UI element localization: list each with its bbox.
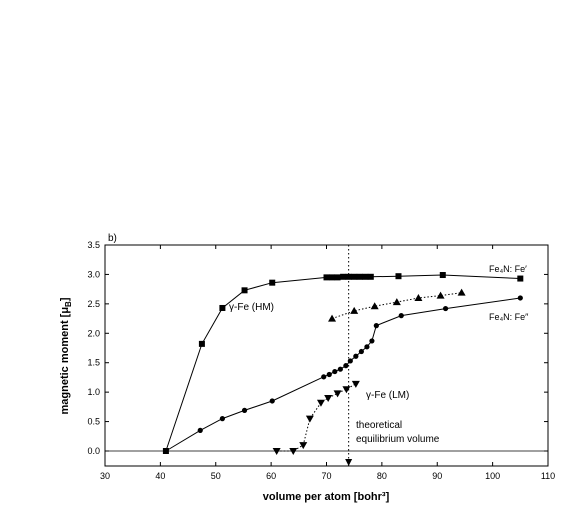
panel-label: b) bbox=[108, 233, 117, 244]
point-triangle-up bbox=[370, 302, 379, 310]
point-square bbox=[329, 274, 336, 281]
point-triangle-down bbox=[324, 395, 333, 403]
x-tick-label: 40 bbox=[155, 471, 165, 481]
x-tick-label: 30 bbox=[100, 471, 110, 481]
point-triangle-up bbox=[436, 291, 445, 299]
point-circle bbox=[326, 371, 332, 378]
point-circle bbox=[269, 398, 275, 404]
x-tick-label: 80 bbox=[377, 471, 387, 481]
y-axis-title-main: magnetic moment [μ bbox=[59, 307, 71, 415]
point-triangle-down bbox=[305, 415, 314, 423]
series-line-triangle-down bbox=[276, 383, 357, 452]
point-circle bbox=[347, 358, 353, 364]
point-circle bbox=[358, 348, 364, 355]
y-tick-label: 0.0 bbox=[87, 446, 100, 456]
point-triangle-up bbox=[457, 288, 466, 296]
x-tick-label: 50 bbox=[211, 471, 221, 481]
point-triangle-up bbox=[392, 298, 401, 306]
point-circle bbox=[197, 427, 203, 433]
point-circle bbox=[332, 368, 338, 375]
y-axis-title: magnetic moment [μB] bbox=[59, 297, 73, 414]
series-line-circle bbox=[165, 297, 521, 452]
y-tick-label: 3.5 bbox=[87, 240, 100, 250]
point-square bbox=[219, 304, 226, 311]
point-circle bbox=[369, 338, 375, 344]
x-tick-label: 60 bbox=[266, 471, 276, 481]
point-circle bbox=[163, 448, 169, 454]
point-triangle-down bbox=[289, 448, 298, 455]
point-square bbox=[517, 275, 524, 282]
point-circle bbox=[321, 374, 327, 380]
y-tick-label: 2.0 bbox=[87, 328, 100, 338]
y-tick-label: 0.5 bbox=[87, 417, 100, 427]
point-square bbox=[362, 273, 369, 280]
point-circle bbox=[337, 366, 343, 372]
y-tick-label: 2.5 bbox=[87, 299, 100, 309]
point-square bbox=[356, 273, 363, 280]
point-circle bbox=[343, 363, 349, 369]
y-axis-title-end: ] bbox=[59, 297, 71, 301]
axis-ticks: 30 40 50 60 70 80 90 100 110 0.0 0.5 1.0 1.5 2.0 2.5 3.… bbox=[87, 240, 555, 481]
point-circle bbox=[398, 313, 404, 319]
point-triangle-down bbox=[342, 386, 351, 394]
point-square bbox=[439, 272, 446, 279]
x-tick-label: 100 bbox=[485, 471, 500, 481]
point-triangle-down bbox=[333, 390, 342, 398]
point-circle bbox=[219, 416, 225, 422]
point-circle bbox=[442, 305, 449, 312]
y-tick-label: 3.0 bbox=[87, 269, 100, 279]
y-axis-title-sub: B bbox=[64, 301, 73, 307]
point-circle bbox=[517, 295, 523, 301]
point-square bbox=[198, 340, 205, 347]
equilibrium-label-line1: theoretical bbox=[356, 420, 402, 431]
point-triangle-down bbox=[351, 380, 360, 388]
fe1-label: Fe₄N: Fe′ bbox=[489, 264, 527, 274]
point-circle bbox=[373, 323, 379, 329]
series-line-square bbox=[165, 274, 521, 452]
y-tick-label: 1.5 bbox=[87, 358, 100, 368]
point-square bbox=[334, 274, 341, 281]
point-square bbox=[351, 273, 358, 280]
point-circle bbox=[364, 344, 370, 350]
point-circle bbox=[353, 353, 359, 359]
point-square bbox=[340, 273, 347, 280]
point-circle bbox=[241, 407, 248, 413]
point-square bbox=[367, 273, 374, 280]
lm-label: γ-Fe (LM) bbox=[366, 390, 409, 401]
point-triangle-up bbox=[328, 314, 337, 322]
x-tick-label: 110 bbox=[541, 471, 555, 481]
point-triangle-up bbox=[350, 306, 359, 314]
point-triangle-down bbox=[299, 442, 308, 450]
x-tick-label: 70 bbox=[321, 471, 331, 481]
x-tick-label: 90 bbox=[432, 471, 442, 481]
equilibrium-marker bbox=[345, 459, 353, 466]
x-axis-title: volume per atom [bohr³] bbox=[263, 491, 390, 503]
point-square bbox=[395, 273, 402, 280]
point-square bbox=[269, 279, 276, 286]
point-triangle-down bbox=[272, 448, 281, 455]
point-square bbox=[241, 287, 248, 294]
hm-label: γ-Fe (HM) bbox=[229, 302, 274, 313]
point-square bbox=[345, 273, 352, 280]
point-triangle-up bbox=[414, 293, 423, 301]
data-series bbox=[162, 272, 524, 466]
y-tick-label: 1.0 bbox=[87, 387, 100, 397]
fe2-label: Fe₄N: Fe″ bbox=[489, 312, 529, 322]
point-square bbox=[323, 274, 330, 281]
point-triangle-down bbox=[316, 399, 325, 407]
equilibrium-label-line2: equilibrium volume bbox=[356, 434, 440, 445]
